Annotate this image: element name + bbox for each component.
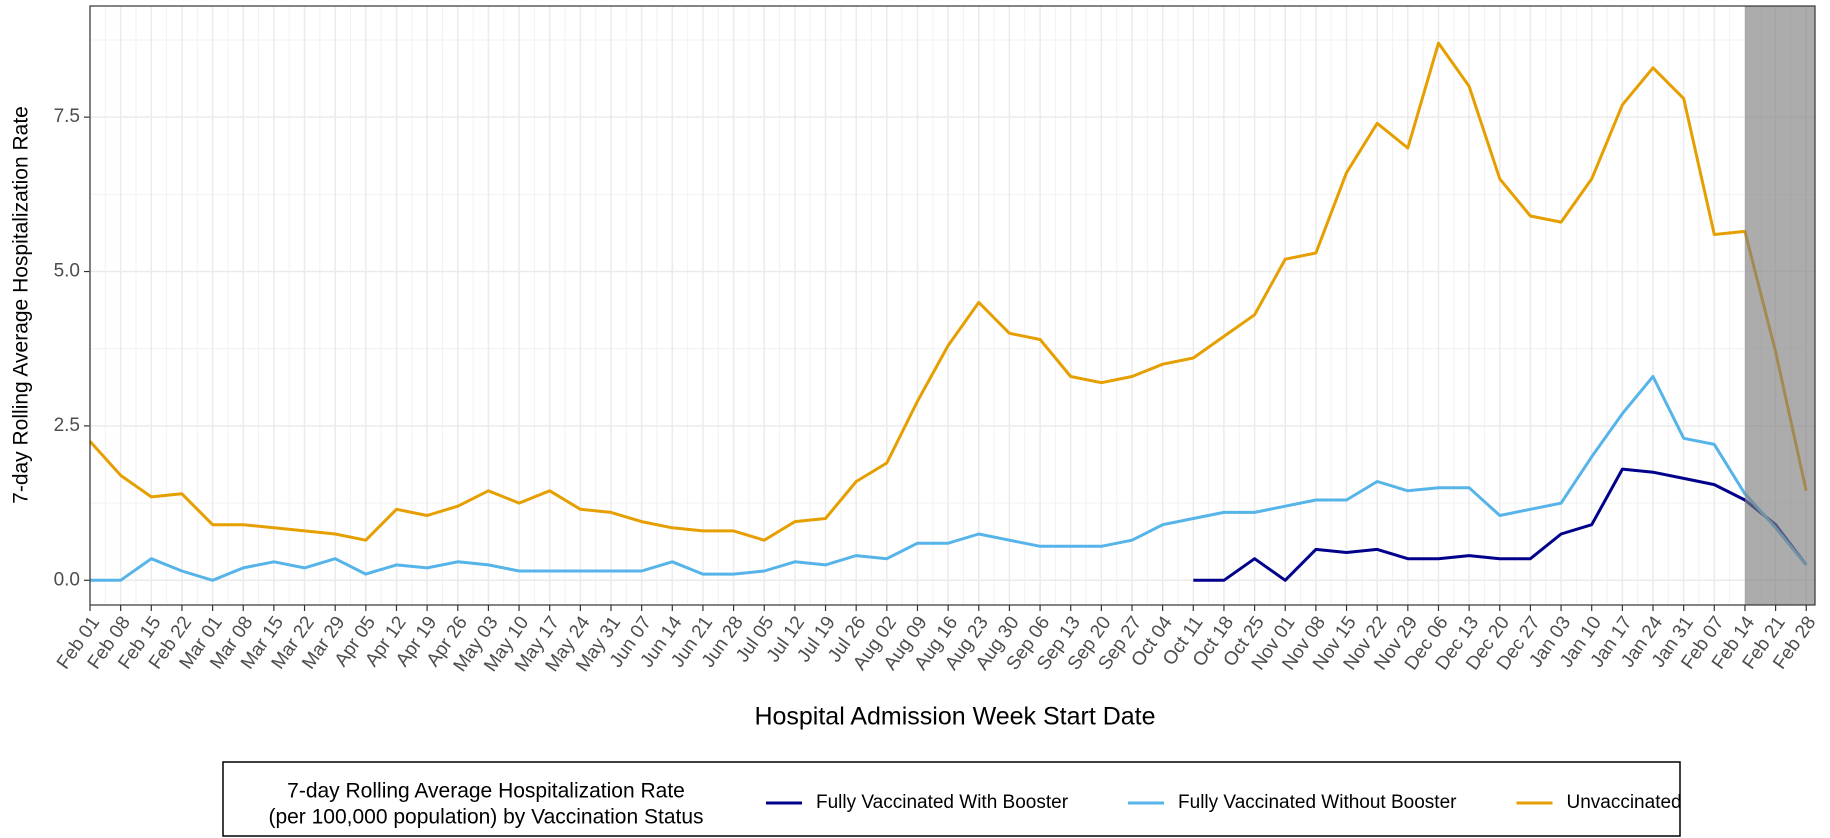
series-line (88, 41, 1808, 542)
plot-border (89, 5, 1816, 606)
legend-label: Unvaccinated (1566, 792, 1681, 813)
y-tick-label: 0.0 (54, 569, 80, 590)
y-tick-label: 2.5 (54, 415, 80, 436)
legend-label: Fully Vaccinated Without Booster (1178, 792, 1457, 813)
y-tick-label: 7.5 (54, 106, 80, 127)
y-axis-title: 7-day Rolling Average Hospitalization Ra… (10, 106, 33, 504)
y-tick-label: 5.0 (54, 261, 80, 282)
series-line (1193, 467, 1808, 582)
series-line (90, 375, 1808, 582)
x-axis-title: Hospital Admission Week Start Date (754, 703, 1155, 731)
plot-background (90, 6, 1815, 605)
legend-title: 7-day Rolling Average Hospitalization Ra… (287, 780, 685, 803)
legend-title: (per 100,000 population) by Vaccination … (268, 806, 703, 829)
legend-box (222, 761, 1681, 837)
legend-label: Fully Vaccinated With Booster (816, 792, 1069, 813)
shaded-region (1744, 6, 1815, 605)
